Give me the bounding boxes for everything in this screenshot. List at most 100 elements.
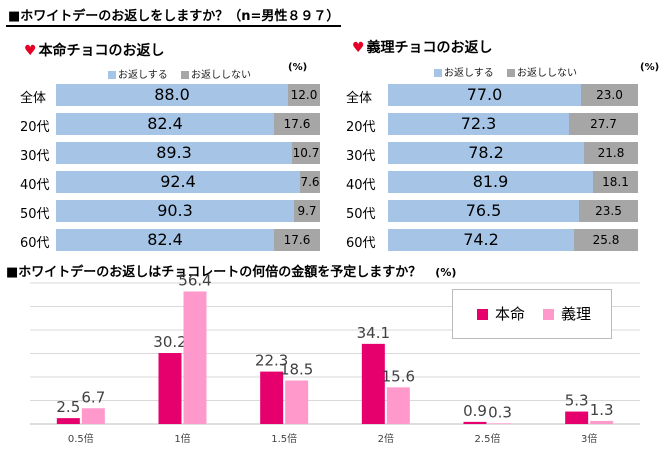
bar-yes-value: 88.0 <box>154 85 190 104</box>
x-tick-label: 1.5倍 <box>271 432 297 445</box>
honmei-title-text: 本命チョコのお返し <box>38 43 165 59</box>
legend-yes-swatch <box>434 69 442 77</box>
bar-no: 25.8 <box>574 229 638 251</box>
legend-giri-label: 義理 <box>561 305 592 323</box>
bar-yes-value: 76.5 <box>465 201 502 220</box>
bar-no-value: 23.0 <box>596 88 623 102</box>
bar-no: 10.7 <box>292 142 320 164</box>
legend-yes-label: お返しする <box>118 70 168 81</box>
bar-yes-value: 82.4 <box>147 114 183 133</box>
bar-no: 27.7 <box>569 113 638 135</box>
bar-no-value: 21.8 <box>597 146 625 160</box>
legend-yes-item: お返しする <box>108 70 168 81</box>
bar-no: 9.7 <box>294 200 320 222</box>
category-label: 30代 <box>20 149 50 164</box>
category-label: 40代 <box>346 178 376 193</box>
category-label: 50代 <box>20 207 50 222</box>
bar-no: 23.0 <box>581 84 638 106</box>
legend-yes-label: お返しする <box>444 68 494 79</box>
bar-yes-value: 89.3 <box>156 143 192 162</box>
bar-yes-value: 77.0 <box>466 85 503 104</box>
bar-no-value: 18.1 <box>602 175 629 189</box>
bar-giri <box>488 423 512 424</box>
heart-icon: ♥ <box>352 40 365 56</box>
bar-no: 23.5 <box>579 200 638 222</box>
multiple-unit: (%) <box>435 266 457 279</box>
category-label: 20代 <box>346 120 376 135</box>
bar-giri <box>590 420 614 424</box>
legend-no-label: お返ししない <box>191 70 251 81</box>
bar-yes: 72.3 <box>388 113 569 135</box>
legend-yes-swatch <box>108 71 116 79</box>
legend-honmei-label: 本命 <box>495 305 526 323</box>
value-label-honmei: 5.3 <box>565 392 589 410</box>
bar-no: 7.6 <box>300 171 320 193</box>
value-label-giri: 1.3 <box>590 401 614 419</box>
bar-yes: 76.5 <box>388 200 579 222</box>
bar-honmei <box>361 343 385 424</box>
bar-no-value: 9.7 <box>297 204 317 218</box>
heart-icon: ♥ <box>24 43 37 59</box>
bar-yes-value: 81.9 <box>472 172 509 191</box>
value-label-honmei: 2.5 <box>56 398 80 416</box>
value-label-honmei: 0.9 <box>463 402 487 420</box>
multiple-legend: 本命 義理 <box>452 289 612 339</box>
bar-no-value: 27.7 <box>590 117 617 131</box>
bar-yes: 92.4 <box>56 171 300 193</box>
legend-no-label: お返ししない <box>517 68 577 79</box>
giri-chart-title: ♥ 義理チョコのお返し <box>352 37 493 57</box>
multiple-chart-title: ■ホワイトデーのお返しはチョコレートの何倍の金額を予定しますか？ (%) <box>6 261 456 280</box>
bar-no-value: 12.0 <box>290 88 318 102</box>
bar-yes: 88.0 <box>56 84 288 106</box>
category-label: 60代 <box>20 236 50 251</box>
bar-yes-value: 72.3 <box>460 114 497 133</box>
x-tick-label: 2倍 <box>378 432 394 445</box>
legend-no-swatch <box>181 71 189 79</box>
bar-giri <box>81 408 105 424</box>
bar-honmei <box>158 353 182 424</box>
honmei-chart-title: ♥ 本命チョコのお返し <box>24 40 165 60</box>
bar-yes-value: 82.4 <box>147 230 183 249</box>
bar-no: 21.8 <box>584 142 638 164</box>
bar-giri <box>285 380 309 424</box>
bar-yes: 82.4 <box>56 229 274 251</box>
main-title: ■ホワイトデーのお返しをしますか？（n=男性８９７） <box>6 4 342 27</box>
legend-giri-swatch <box>543 309 554 320</box>
bar-yes-value: 74.2 <box>463 230 499 249</box>
x-tick-label: 3倍 <box>581 432 597 445</box>
giri-title-text: 義理チョコのお返し <box>366 40 493 56</box>
value-label-giri: 6.7 <box>81 388 105 406</box>
category-label: 30代 <box>346 149 376 164</box>
category-label: 全体 <box>20 91 47 106</box>
x-tick-label: 2.5倍 <box>475 432 501 445</box>
value-label-giri: 15.6 <box>382 367 415 385</box>
bar-honmei <box>260 371 284 424</box>
x-tick-label: 1倍 <box>174 432 190 445</box>
bar-honmei <box>463 421 487 424</box>
giri-unit: (%) <box>640 62 660 73</box>
bar-no: 12.0 <box>288 84 320 106</box>
value-label-honmei: 22.3 <box>255 352 288 370</box>
bar-no-value: 23.5 <box>595 204 622 218</box>
bar-yes: 77.0 <box>388 84 581 106</box>
value-label-giri: 0.3 <box>488 403 512 421</box>
value-label-honmei: 34.1 <box>357 324 390 342</box>
bar-no-value: 25.8 <box>592 233 620 247</box>
x-tick-label: 0.5倍 <box>68 432 94 445</box>
legend-honmei-item: 本命 <box>477 303 525 324</box>
bar-giri <box>183 291 207 424</box>
honmei-legend: お返しする お返ししない <box>108 66 251 81</box>
bar-yes: 74.2 <box>388 229 574 251</box>
bar-yes-value: 92.4 <box>160 172 196 191</box>
bar-no: 18.1 <box>593 171 638 193</box>
bar-yes: 81.9 <box>388 171 593 193</box>
bar-giri <box>386 387 410 424</box>
category-label: 40代 <box>20 178 50 193</box>
value-label-honmei: 30.2 <box>153 333 186 351</box>
bar-yes: 89.3 <box>56 142 292 164</box>
bar-no-value: 17.6 <box>283 117 311 131</box>
bar-no: 17.6 <box>274 113 320 135</box>
multiple-title-text: ■ホワイトデーのお返しはチョコレートの何倍の金額を予定しますか？ <box>6 265 422 280</box>
value-label-giri: 56.4 <box>178 271 211 289</box>
